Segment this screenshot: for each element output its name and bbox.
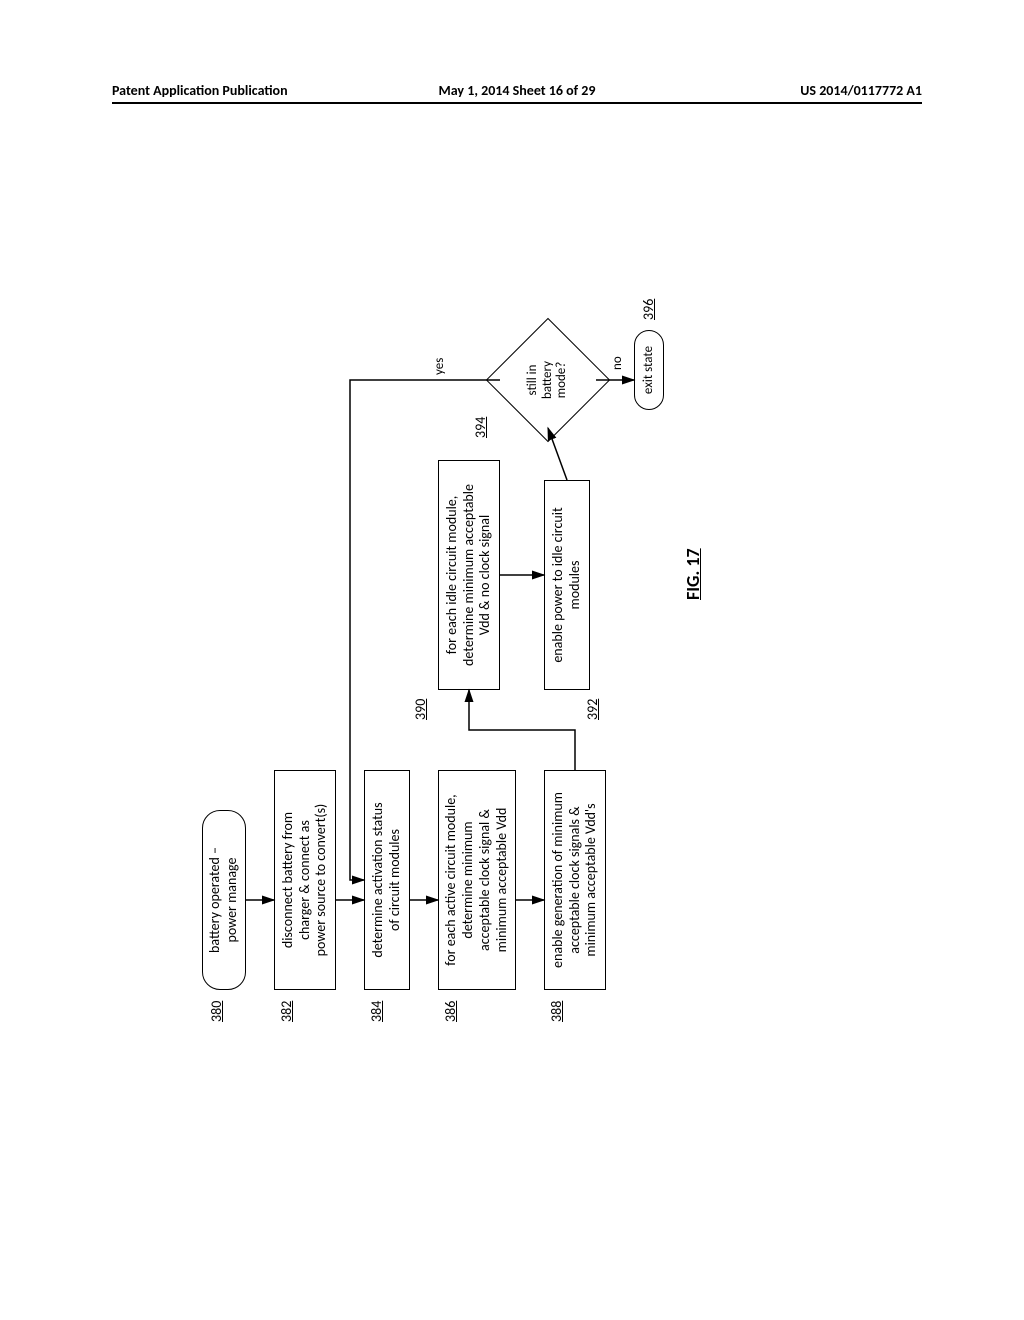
page: Patent Application Publication May 1, 20… xyxy=(0,0,1024,1320)
flowchart: 380 battery operated – power manage 382 … xyxy=(0,0,1024,1320)
flowchart-edges xyxy=(202,250,822,1030)
flowchart-rotated: 380 battery operated – power manage 382 … xyxy=(202,250,822,1030)
